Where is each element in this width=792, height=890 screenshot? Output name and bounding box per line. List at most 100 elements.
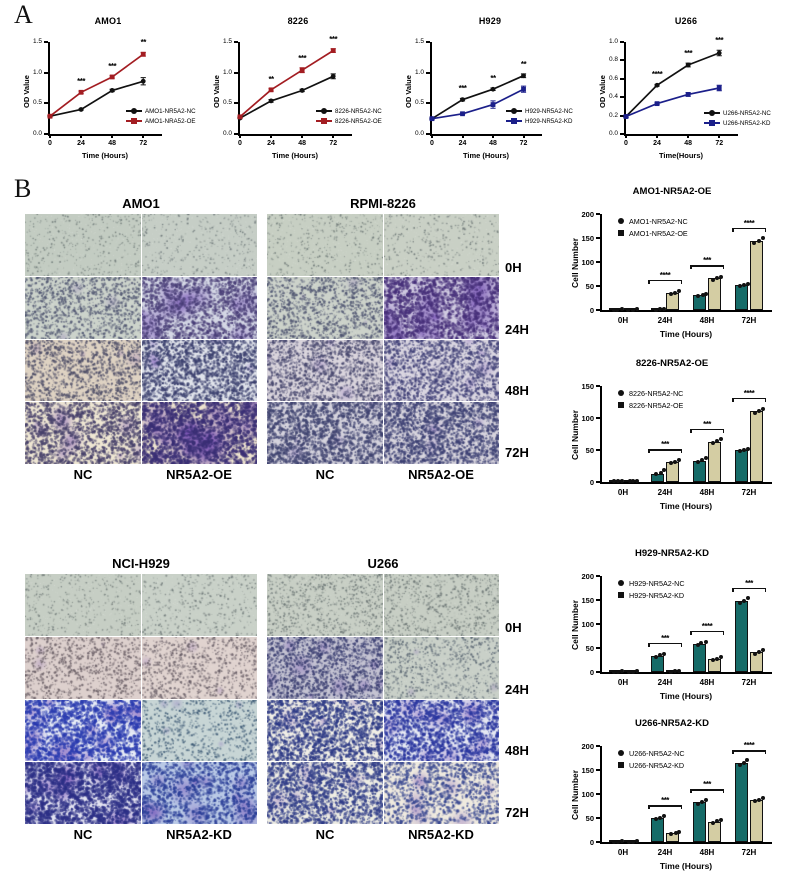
significance-marker: *** bbox=[703, 780, 711, 790]
data-point bbox=[620, 307, 625, 312]
micrograph-group-title: RPMI-8226 bbox=[350, 196, 416, 211]
micrograph-image bbox=[25, 699, 141, 762]
legend-label: 8226-NR5A2-NC bbox=[335, 107, 382, 115]
x-tick-label: 0H bbox=[617, 316, 629, 325]
data-point bbox=[700, 799, 705, 804]
y-axis bbox=[624, 42, 626, 134]
micrograph-column-labels: NC NR5A2-OE bbox=[267, 467, 499, 482]
data-point bbox=[626, 307, 631, 312]
x-tick-label: 24H bbox=[657, 316, 673, 325]
bar-chart-u266-kd: U266-NR5A2-KD 0 50 100 150 200 0H 24H 48H 72H *** *… bbox=[556, 718, 788, 890]
x-axis-title: Time (Hours) bbox=[271, 151, 319, 160]
bracket-tick-left bbox=[690, 428, 692, 433]
data-point bbox=[695, 294, 700, 299]
bar-chart-h929-kd: H929-NR5A2-KD 0 50 100 150 200 0H 24H 48H 72H *** *… bbox=[556, 548, 788, 720]
data-point bbox=[654, 472, 659, 477]
significance-bracket: **** bbox=[732, 389, 766, 404]
data-point bbox=[635, 478, 640, 483]
data-point bbox=[460, 111, 465, 117]
y-tick-label: 50 bbox=[585, 813, 594, 823]
bar bbox=[750, 410, 763, 482]
data-point bbox=[635, 307, 640, 312]
micrograph-image bbox=[25, 276, 141, 339]
x-tick bbox=[687, 134, 690, 138]
micrograph-tile bbox=[25, 214, 141, 276]
legend-label: 8226-NR5A2-OE bbox=[335, 117, 382, 125]
data-point bbox=[704, 640, 709, 645]
data-point bbox=[615, 307, 620, 312]
significance-marker: **** bbox=[659, 270, 671, 280]
micrograph-tile bbox=[383, 214, 499, 276]
data-point bbox=[695, 460, 700, 465]
x-tick-label: 72 bbox=[139, 140, 148, 147]
x-tick-label: 72H bbox=[741, 316, 757, 325]
y-tick bbox=[596, 599, 600, 601]
micrograph-column-label: NC bbox=[315, 467, 335, 482]
micrograph-image bbox=[267, 276, 383, 339]
micrograph-row-labels: 0H 24H 48H 72H bbox=[505, 574, 549, 824]
micrograph-column-label: NC bbox=[315, 827, 335, 842]
series-line-AMO1-NRA52-OE bbox=[49, 53, 144, 117]
y-tick-label: 0.8 bbox=[608, 56, 618, 64]
micrograph-image bbox=[141, 699, 257, 762]
data-point bbox=[631, 839, 636, 844]
x-tick bbox=[492, 134, 495, 138]
data-point bbox=[658, 307, 663, 312]
data-point bbox=[669, 291, 674, 296]
data-point bbox=[78, 107, 84, 112]
bracket-tick-left bbox=[690, 630, 692, 635]
y-tick bbox=[596, 309, 600, 311]
x-tick-label: 72H bbox=[741, 848, 757, 857]
y-tick-label: 100 bbox=[581, 789, 594, 799]
bracket-tick-right bbox=[722, 789, 724, 794]
micrograph-column-label: NR5A2-OE bbox=[166, 467, 232, 482]
y-axis bbox=[600, 576, 602, 672]
micrograph-column-label: NR5A2-KD bbox=[408, 827, 474, 842]
line-chart-title: 8226 bbox=[287, 16, 309, 26]
x-tick-label: 0 bbox=[624, 140, 628, 147]
micrograph-image bbox=[25, 636, 141, 699]
data-point bbox=[752, 241, 757, 246]
micrograph-column-label: NC bbox=[73, 467, 93, 482]
data-point bbox=[611, 479, 616, 484]
x-tick-label: 72 bbox=[519, 140, 528, 147]
bar-chart-title: AMO1-NR5A2-OE bbox=[632, 186, 712, 197]
data-point bbox=[718, 437, 723, 442]
data-point bbox=[737, 283, 742, 288]
y-tick-label: 200 bbox=[581, 571, 594, 581]
bracket-tick-left bbox=[732, 750, 734, 755]
data-point bbox=[700, 293, 705, 298]
bracket-tick-left bbox=[732, 397, 734, 402]
y-tick bbox=[596, 481, 600, 483]
bracket-tick-left bbox=[732, 227, 734, 232]
series-line-8226-NR5A2-NC bbox=[239, 75, 334, 119]
micrograph-tile bbox=[383, 276, 499, 339]
data-point bbox=[752, 410, 757, 415]
micrograph-image bbox=[25, 339, 141, 402]
legend-label: H929-NR5A2-NC bbox=[525, 107, 573, 115]
y-tick-label: 1.5 bbox=[414, 38, 424, 45]
y-tick bbox=[596, 385, 600, 387]
legend-marker-circle bbox=[506, 108, 522, 114]
series-layer bbox=[47, 51, 146, 119]
x-axis bbox=[600, 842, 772, 844]
significance-marker: ** bbox=[140, 38, 147, 48]
significance-bracket: *** bbox=[648, 440, 682, 455]
data-point bbox=[714, 439, 719, 444]
bracket-tick-right bbox=[722, 265, 724, 270]
data-point bbox=[299, 67, 305, 73]
legend-label: 8226-NR5A2-OE bbox=[629, 400, 684, 410]
chart-legend: AMO1-NR5A2-NC AMO1-NR5A2-OE bbox=[618, 215, 688, 239]
significance-marker: *** bbox=[108, 61, 117, 71]
y-tick bbox=[44, 71, 48, 74]
plot-area: 0.0 0.5 1.0 1.5 0 24 48 72 OD Value Time (Hours) *… bbox=[22, 38, 162, 160]
bracket-line bbox=[690, 630, 724, 633]
bar-chart-8226-oe: 8226-NR5A2-OE 0 50 100 150 0H 24H 48H 72H *** *** *… bbox=[556, 358, 788, 530]
y-tick-label: 1.0 bbox=[608, 38, 618, 45]
legend-label: AMO1-NR5A2-NC bbox=[145, 107, 196, 115]
bar-chart-title: H929-NR5A2-KD bbox=[635, 548, 709, 559]
x-tick bbox=[656, 134, 659, 138]
bracket-tick-left bbox=[648, 642, 650, 647]
y-tick-label: 0.0 bbox=[414, 130, 424, 137]
series-line-U266-NR5A2-KD bbox=[625, 87, 720, 118]
